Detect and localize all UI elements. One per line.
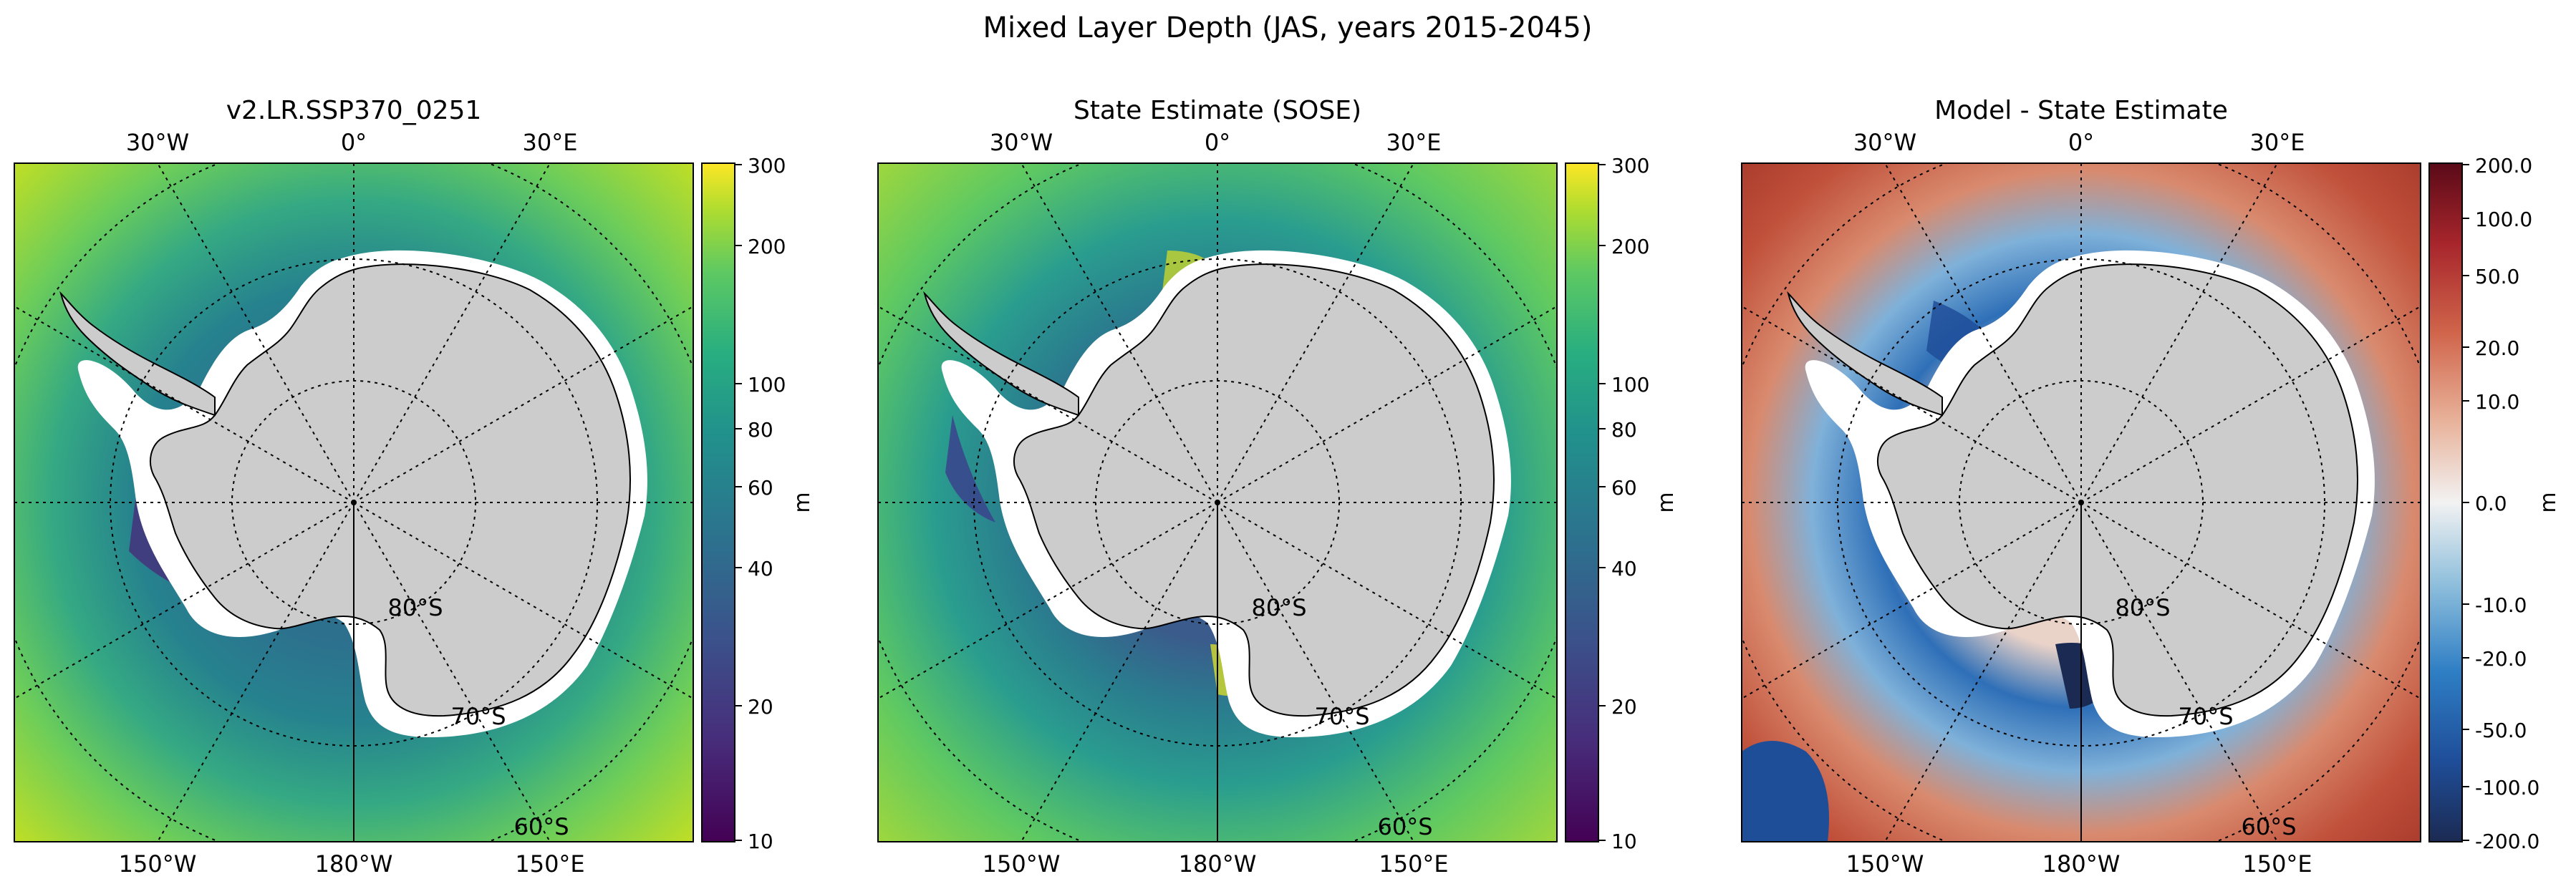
colorbar-tick: -50.0	[2475, 719, 2527, 742]
colorbar-tick: 40	[748, 557, 773, 580]
lon-label-bottom: 150°W	[119, 850, 197, 878]
figure-suptitle: Mixed Layer Depth (JAS, years 2015-2045)	[983, 11, 1593, 44]
colorbar-tick: 100	[748, 373, 786, 397]
colorbar-tick: 10	[1611, 830, 1637, 853]
panel-title: v2.LR.SSP370_0251	[226, 96, 482, 125]
colorbar-tick: -10.0	[2475, 593, 2527, 617]
colorbar-tick: 20	[748, 695, 773, 719]
lon-label-bottom: 150°E	[515, 850, 584, 878]
colorbar-tick: -20.0	[2475, 647, 2527, 671]
lat-label: 80°S	[387, 594, 443, 621]
lon-label-bottom: 150°W	[983, 850, 1061, 878]
colorbar-label: m	[2536, 492, 2561, 512]
colorbar-tick: 100	[1611, 373, 1649, 397]
lon-label-top: 30°W	[1853, 129, 1916, 156]
antarctica-land	[1013, 263, 1495, 717]
lon-label-top: 0°	[1205, 129, 1230, 156]
lon-label-bottom: 180°W	[2042, 850, 2121, 878]
lon-label-bottom: 180°W	[315, 850, 393, 878]
lat-label: 80°S	[1251, 594, 1306, 621]
map-frame	[1741, 162, 2421, 842]
lon-label-top: 30°E	[2250, 129, 2305, 156]
graticule	[1742, 163, 2421, 842]
lat-label: 60°S	[513, 813, 569, 840]
colorbar-tick: 200.0	[2475, 154, 2532, 178]
colorbar-tick: 20.0	[2475, 336, 2519, 360]
colorbar-tick: 200	[748, 235, 786, 258]
colorbar-tick: 20	[1611, 695, 1637, 719]
colorbar-tick: 50.0	[2475, 265, 2519, 288]
map-area	[878, 163, 1557, 842]
lat-label: 60°S	[1377, 813, 1432, 840]
lat-label: 80°S	[2115, 594, 2170, 621]
colorbar-tick: 40	[1611, 557, 1637, 580]
antarctica-land	[150, 263, 631, 717]
negative-anomaly-patch	[1742, 741, 1829, 842]
colorbar-tick: 100.0	[2475, 208, 2532, 231]
panel-title: State Estimate (SOSE)	[1074, 96, 1361, 125]
lat-label: 60°S	[2241, 813, 2296, 840]
panel-difference: Model - State Estimate	[1741, 96, 2561, 878]
colorbar-tick: 80	[1611, 418, 1637, 442]
colorbar-tick: 200	[1611, 235, 1649, 258]
colorbar-tick: -100.0	[2475, 776, 2539, 800]
graticule	[14, 163, 693, 842]
lat-label: 70°S	[1314, 703, 1369, 730]
colorbar-tick: -200.0	[2475, 830, 2539, 853]
colorbar: 300 200 100 80 60 40 20 10 m	[701, 154, 815, 853]
map-frame	[877, 162, 1558, 842]
colorbar-tick: 80	[748, 418, 773, 442]
panel-model: v2.LR.SSP370_0251	[14, 96, 815, 878]
colorbar: 300 200 100 80 60 40 20 10 m	[1565, 154, 1679, 853]
lon-label-top: 30°E	[523, 129, 578, 156]
peninsula-land	[923, 291, 1079, 417]
lon-label-top: 0°	[341, 129, 367, 156]
colorbar-label: m	[1654, 492, 1679, 512]
lon-label-top: 30°W	[126, 129, 189, 156]
coastal-deep-patch	[945, 415, 995, 523]
lon-label-top: 30°W	[990, 129, 1053, 156]
panel-title: Model - State Estimate	[1934, 96, 2228, 125]
map-frame	[14, 162, 694, 842]
lon-label-top: 30°E	[1386, 129, 1442, 156]
lon-label-bottom: 180°W	[1179, 850, 1257, 878]
lon-label-bottom: 150°W	[1846, 850, 1924, 878]
colorbar-tick: 300	[1611, 154, 1649, 178]
colorbar-tick: 0.0	[2475, 492, 2507, 515]
colorbar: 200.0 100.0 50.0 20.0 10.0 0.0 -10.0 -20…	[2428, 154, 2561, 853]
colorbar-tick: 60	[748, 476, 773, 500]
lon-label-bottom: 150°E	[2242, 850, 2312, 878]
lat-label: 70°S	[450, 703, 506, 730]
colorbar-tick: 60	[1611, 476, 1637, 500]
colorbar-tick: 10	[748, 830, 773, 853]
colorbar-label: m	[790, 492, 815, 512]
map-area	[1742, 163, 2421, 842]
antarctica-land	[1877, 263, 2358, 717]
map-area	[14, 163, 693, 842]
peninsula-land	[1787, 291, 1943, 417]
lon-label-bottom: 150°E	[1379, 850, 1448, 878]
lat-label: 70°S	[2178, 703, 2233, 730]
colorbar-tick: 300	[748, 154, 786, 178]
panel-state-estimate: State Estimate (SOSE)	[877, 96, 1679, 878]
lon-label-top: 0°	[2068, 129, 2094, 156]
colorbar-tick: 10.0	[2475, 390, 2519, 414]
peninsula-land	[59, 291, 216, 417]
